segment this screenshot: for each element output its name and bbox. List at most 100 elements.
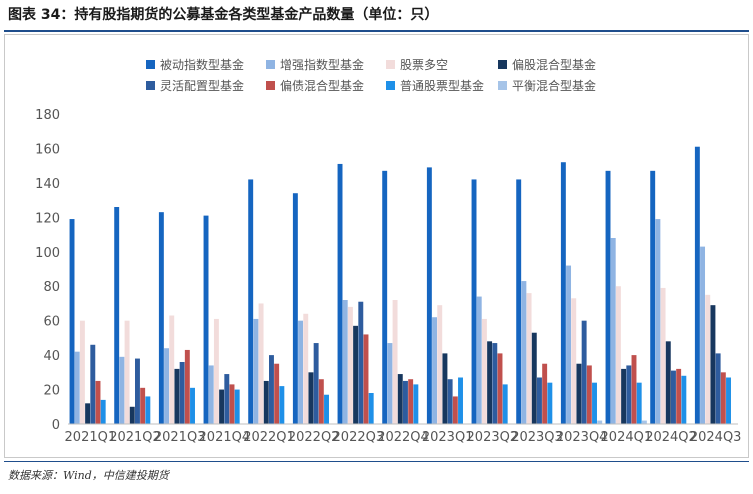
bar	[363, 334, 369, 424]
bar	[308, 372, 314, 424]
bar	[129, 406, 135, 424]
y-tick-label: 120	[35, 211, 60, 226]
bar	[655, 219, 661, 424]
y-tick-label: 140	[35, 177, 60, 192]
bar	[671, 370, 676, 424]
bar	[387, 343, 393, 424]
x-tick-label: 2021Q1	[65, 430, 117, 445]
bar	[621, 368, 627, 424]
bar	[179, 362, 185, 424]
legend-label: 灵活配置型基金	[160, 78, 244, 93]
bar	[547, 382, 553, 424]
bar	[79, 320, 85, 424]
bar	[90, 344, 96, 424]
bar	[481, 318, 487, 424]
bar	[208, 365, 214, 424]
bar	[145, 396, 151, 424]
bar	[85, 403, 91, 424]
x-tick-label: 2022Q1	[243, 430, 295, 445]
x-tick-label: 2024Q3	[690, 430, 742, 445]
bar	[705, 294, 711, 424]
bar	[502, 384, 508, 424]
bar	[487, 341, 493, 424]
bar	[581, 320, 587, 424]
bar	[258, 303, 264, 424]
y-tick-label: 60	[43, 315, 60, 330]
x-tick-label: 2023Q1	[422, 430, 474, 445]
bar	[234, 389, 240, 424]
bar	[169, 315, 175, 424]
bar	[135, 358, 140, 424]
bar	[74, 351, 80, 424]
bar	[164, 348, 170, 424]
bar	[576, 363, 582, 424]
bar	[681, 375, 687, 424]
bar	[516, 179, 522, 424]
bar	[442, 353, 448, 424]
bar	[537, 377, 542, 424]
x-tick-label: 2024Q1	[601, 430, 653, 445]
x-tick-label: 2023Q2	[467, 430, 519, 445]
bar	[140, 387, 146, 424]
x-axis: 2021Q12021Q22021Q32021Q42022Q12022Q22022…	[65, 423, 742, 445]
legend-swatch	[146, 60, 155, 69]
bar-series-group	[69, 146, 731, 424]
bar	[700, 246, 706, 424]
bar	[676, 368, 682, 424]
bar	[452, 396, 458, 424]
bar	[219, 389, 225, 424]
bar	[358, 301, 364, 424]
bar	[100, 399, 106, 424]
x-tick-label: 2021Q2	[109, 430, 161, 445]
bar	[610, 238, 616, 424]
legend-label: 普通股票型基金	[400, 78, 484, 93]
bar	[426, 167, 432, 424]
bar	[353, 325, 359, 424]
bar	[615, 286, 621, 424]
bar	[190, 387, 195, 424]
bar	[114, 207, 120, 424]
y-tick-label: 180	[35, 108, 60, 123]
bar	[274, 363, 280, 424]
bar	[253, 318, 259, 424]
x-tick-label: 2023Q3	[511, 430, 563, 445]
x-tick-label: 2021Q4	[199, 430, 251, 445]
bar	[298, 320, 304, 424]
bar	[720, 372, 726, 424]
y-axis: 0 20 40 60 80 100 120 140 160 180	[35, 108, 60, 433]
bar	[213, 318, 219, 424]
bar	[492, 343, 498, 424]
y-tick-label: 0	[52, 418, 60, 433]
bar	[263, 380, 269, 424]
x-tick-label: 2024Q2	[645, 430, 697, 445]
legend-label: 被动指数型基金	[160, 57, 244, 72]
y-tick-label: 160	[35, 142, 60, 157]
bar	[119, 356, 125, 424]
bar	[313, 343, 319, 424]
bar	[279, 386, 285, 424]
y-tick-label: 20	[43, 384, 60, 399]
legend-label: 增强指数型基金	[280, 57, 364, 72]
bar	[224, 374, 230, 424]
bar	[158, 212, 164, 424]
title-divider	[4, 30, 749, 32]
legend-swatch	[266, 60, 275, 69]
legend-swatch	[266, 81, 275, 90]
bar	[95, 380, 101, 424]
bar	[665, 341, 671, 424]
bar	[382, 170, 388, 424]
bar	[318, 379, 324, 424]
bar	[542, 363, 548, 424]
bar	[392, 300, 398, 424]
bar	[626, 365, 632, 424]
bar	[437, 305, 443, 424]
bar	[660, 287, 666, 424]
legend-label: 偏债混合型基金	[280, 78, 364, 93]
bar	[397, 374, 403, 424]
x-tick-label: 2022Q3	[333, 430, 385, 445]
bar	[571, 298, 577, 424]
bar	[458, 377, 463, 424]
bar	[347, 306, 353, 424]
x-tick-label: 2021Q3	[154, 430, 206, 445]
